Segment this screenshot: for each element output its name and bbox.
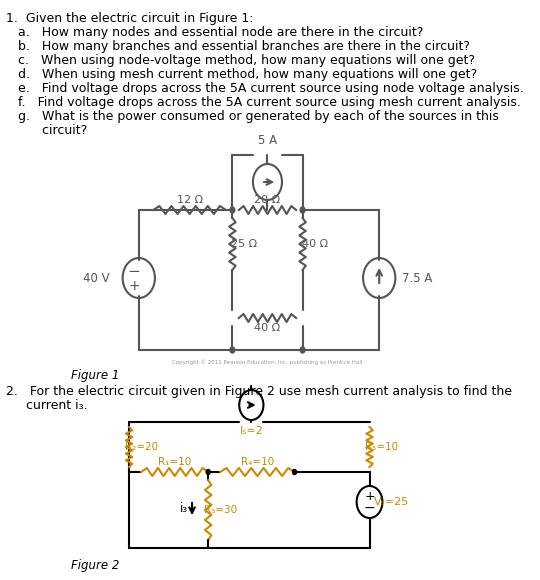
Text: e.   Find voltage drops across the 5A current source using node voltage analysis: e. Find voltage drops across the 5A curr…: [18, 82, 523, 95]
Text: Iₛ=2: Iₛ=2: [239, 426, 264, 436]
Text: R₃=30: R₃=30: [204, 505, 237, 515]
Circle shape: [293, 469, 296, 474]
Text: R₁=10: R₁=10: [158, 457, 191, 467]
Text: 12 Ω: 12 Ω: [177, 195, 202, 205]
Text: Vₛ=25: Vₛ=25: [374, 497, 410, 507]
Text: b.   How many branches and essential branches are there in the circuit?: b. How many branches and essential branc…: [18, 40, 470, 53]
Text: 40 Ω: 40 Ω: [254, 323, 281, 333]
Circle shape: [206, 469, 210, 474]
Circle shape: [230, 207, 235, 213]
Text: Copyright © 2011 Pearson Education, Inc. publishing as Prentice Hall: Copyright © 2011 Pearson Education, Inc.…: [172, 359, 363, 365]
Text: 5 A: 5 A: [258, 135, 277, 147]
Circle shape: [300, 347, 305, 353]
Text: −: −: [127, 263, 140, 278]
Text: R₂=20: R₂=20: [125, 442, 158, 452]
Text: 40 V: 40 V: [83, 271, 110, 285]
Text: 2.   For the electric circuit given in Figure 2 use mesh current analysis to fin: 2. For the electric circuit given in Fig…: [6, 385, 512, 398]
Text: 1.  Given the electric circuit in Figure 1:: 1. Given the electric circuit in Figure …: [6, 12, 254, 25]
Text: c.   When using node-voltage method, how many equations will one get?: c. When using node-voltage method, how m…: [18, 54, 475, 67]
Text: f.   Find voltage drops across the 5A current source using mesh current analysis: f. Find voltage drops across the 5A curr…: [18, 96, 521, 109]
Text: g.   What is the power consumed or generated by each of the sources in this: g. What is the power consumed or generat…: [18, 110, 498, 123]
Text: a.   How many nodes and essential node are there in the circuit?: a. How many nodes and essential node are…: [18, 26, 423, 39]
Text: current i₃.: current i₃.: [6, 399, 88, 412]
Text: 40 Ω: 40 Ω: [302, 239, 328, 249]
Circle shape: [230, 347, 235, 353]
Text: Figure 1: Figure 1: [71, 368, 119, 382]
Text: 20 Ω: 20 Ω: [254, 195, 281, 205]
Text: −: −: [364, 501, 375, 515]
Text: +: +: [364, 490, 375, 502]
Text: circuit?: circuit?: [18, 124, 87, 137]
Text: 7.5 A: 7.5 A: [402, 271, 432, 285]
Text: R₄=10: R₄=10: [241, 457, 274, 467]
Text: d.   When using mesh current method, how many equations will one get?: d. When using mesh current method, how m…: [18, 68, 477, 81]
Text: Figure 2: Figure 2: [71, 559, 119, 571]
Text: i₃: i₃: [180, 502, 188, 516]
Text: 25 Ω: 25 Ω: [232, 239, 258, 249]
Text: +: +: [128, 279, 140, 293]
Circle shape: [300, 207, 305, 213]
Text: R₅=10: R₅=10: [365, 442, 398, 452]
